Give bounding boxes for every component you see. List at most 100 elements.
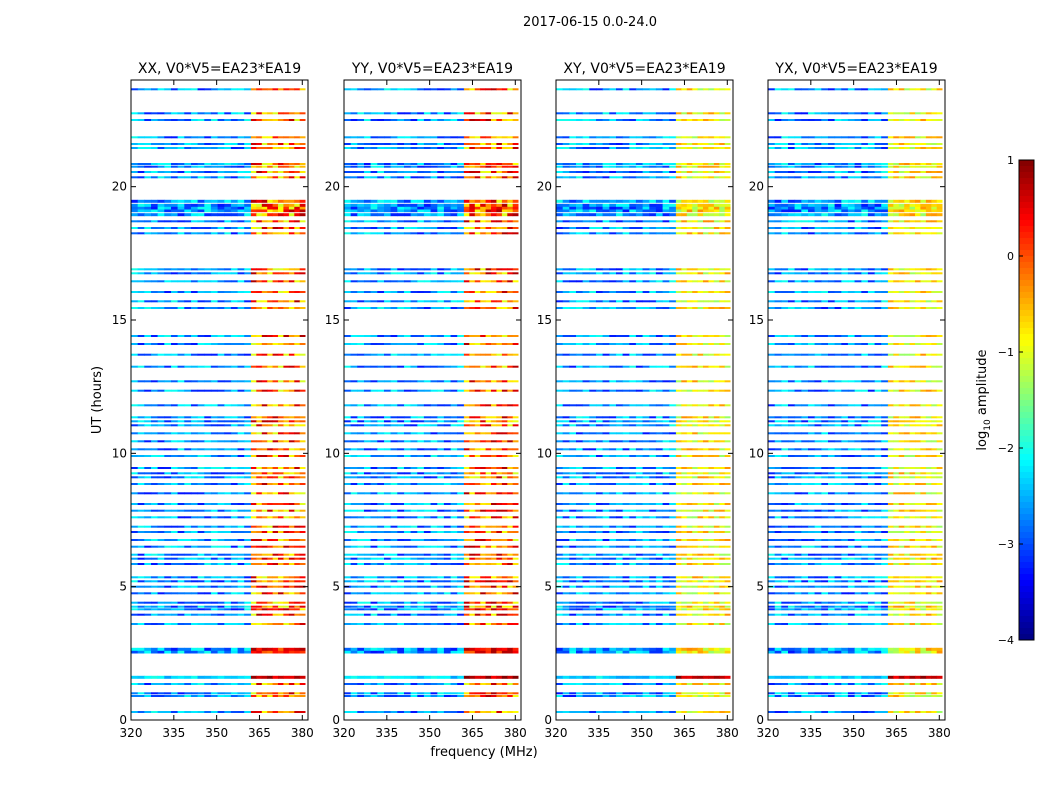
heatmap-cell bbox=[272, 147, 279, 149]
heatmap-cell bbox=[171, 232, 179, 235]
heatmap-cell bbox=[713, 557, 720, 560]
heatmap-cell bbox=[283, 576, 290, 579]
heatmap-cell bbox=[485, 503, 492, 505]
heatmap-cell bbox=[299, 163, 306, 165]
heatmap-cell bbox=[692, 711, 698, 713]
heatmap-cell bbox=[450, 389, 458, 392]
heatmap-cell bbox=[364, 227, 372, 229]
heatmap-cell bbox=[131, 509, 139, 512]
heatmap-cell bbox=[364, 563, 372, 565]
heatmap-cell bbox=[256, 424, 263, 427]
heatmap-cell bbox=[370, 531, 378, 533]
heatmap-cell bbox=[649, 576, 657, 579]
heatmap-cell bbox=[230, 220, 238, 223]
heatmap-cell bbox=[404, 280, 412, 283]
heatmap-cell bbox=[137, 516, 145, 519]
heatmap-cell bbox=[397, 343, 405, 345]
heatmap-cell bbox=[496, 675, 503, 679]
heatmap-cell bbox=[288, 380, 295, 383]
heatmap-cell bbox=[697, 483, 704, 485]
heatmap-cell bbox=[512, 455, 519, 457]
heatmap-cell bbox=[171, 531, 179, 533]
heatmap-cell bbox=[635, 605, 643, 608]
heatmap-cell bbox=[507, 516, 514, 519]
heatmap-cell bbox=[224, 176, 232, 179]
heatmap-cell bbox=[616, 557, 624, 560]
heatmap-cell bbox=[278, 227, 284, 229]
heatmap-cell bbox=[609, 492, 617, 495]
heatmap-cell bbox=[261, 539, 268, 541]
heatmap-cell bbox=[272, 163, 279, 165]
heatmap-cell bbox=[496, 220, 503, 223]
heatmap-cell bbox=[485, 307, 492, 309]
heatmap-cell bbox=[377, 650, 385, 654]
heatmap-row bbox=[131, 483, 306, 485]
heatmap-cell bbox=[496, 601, 503, 604]
heatmap-cell bbox=[655, 492, 663, 495]
heatmap-cell bbox=[364, 440, 372, 443]
heatmap-cell bbox=[294, 432, 301, 435]
heatmap-cell bbox=[197, 605, 205, 608]
heatmap-cell bbox=[703, 675, 709, 679]
heatmap-cell bbox=[157, 389, 165, 392]
heatmap-cell bbox=[556, 563, 564, 565]
heatmap-cell bbox=[267, 280, 273, 283]
heatmap-cell bbox=[261, 232, 268, 235]
heatmap-cell bbox=[649, 711, 657, 713]
heatmap-cell bbox=[283, 232, 290, 235]
heatmap-cell bbox=[390, 136, 398, 139]
heatmap-cell bbox=[480, 300, 486, 303]
heatmap-cell bbox=[596, 455, 604, 457]
heatmap-cell bbox=[210, 220, 218, 223]
heatmap-cell bbox=[272, 675, 279, 679]
heatmap-cell bbox=[197, 300, 205, 303]
heatmap-cell bbox=[278, 213, 284, 217]
heatmap-cell bbox=[450, 203, 458, 207]
heatmap-cell bbox=[272, 213, 279, 217]
heatmap-cell bbox=[272, 343, 279, 345]
heatmap-cell bbox=[261, 455, 268, 457]
heatmap-cell bbox=[655, 509, 663, 512]
heatmap-cell bbox=[697, 467, 704, 469]
heatmap-row bbox=[344, 213, 519, 217]
heatmap-cell bbox=[217, 420, 225, 423]
heatmap-cell bbox=[410, 206, 418, 210]
heatmap-cell bbox=[616, 613, 624, 616]
heatmap-cell bbox=[390, 163, 398, 165]
heatmap-cell bbox=[713, 585, 720, 588]
heatmap-cell bbox=[344, 563, 352, 565]
heatmap-cell bbox=[512, 576, 519, 579]
heatmap-cell bbox=[507, 675, 514, 679]
heatmap-cell bbox=[512, 143, 519, 145]
heatmap-cell bbox=[137, 472, 145, 475]
heatmap-cell bbox=[191, 404, 199, 407]
heatmap-cell bbox=[294, 424, 301, 427]
heatmap-cell bbox=[512, 147, 519, 149]
heatmap-cell bbox=[655, 476, 663, 479]
heatmap-cell bbox=[171, 576, 179, 579]
heatmap-cell bbox=[272, 203, 279, 207]
heatmap-cell bbox=[151, 576, 159, 579]
heatmap-cell bbox=[450, 580, 458, 583]
heatmap-cell bbox=[417, 675, 425, 679]
heatmap-cell bbox=[157, 416, 165, 419]
heatmap-row bbox=[344, 650, 519, 654]
heatmap-cell bbox=[562, 455, 570, 457]
heatmap-cell bbox=[390, 88, 398, 91]
heatmap-cell bbox=[377, 503, 385, 505]
heatmap-cell bbox=[191, 592, 199, 595]
heatmap-cell bbox=[463, 209, 470, 213]
y-tick-label: 15 bbox=[325, 313, 340, 327]
heatmap-cell bbox=[443, 601, 451, 604]
heatmap-cell bbox=[197, 112, 205, 115]
heatmap-cell bbox=[480, 176, 486, 179]
heatmap-cell bbox=[344, 683, 352, 685]
heatmap-cell bbox=[364, 165, 372, 168]
heatmap-cell bbox=[609, 613, 617, 616]
heatmap-cell bbox=[299, 683, 306, 685]
heatmap-cell bbox=[507, 440, 514, 443]
heatmap-cell bbox=[629, 683, 637, 685]
heatmap-cell bbox=[294, 613, 301, 616]
heatmap-cell bbox=[217, 525, 225, 528]
heatmap-cell bbox=[443, 220, 451, 223]
